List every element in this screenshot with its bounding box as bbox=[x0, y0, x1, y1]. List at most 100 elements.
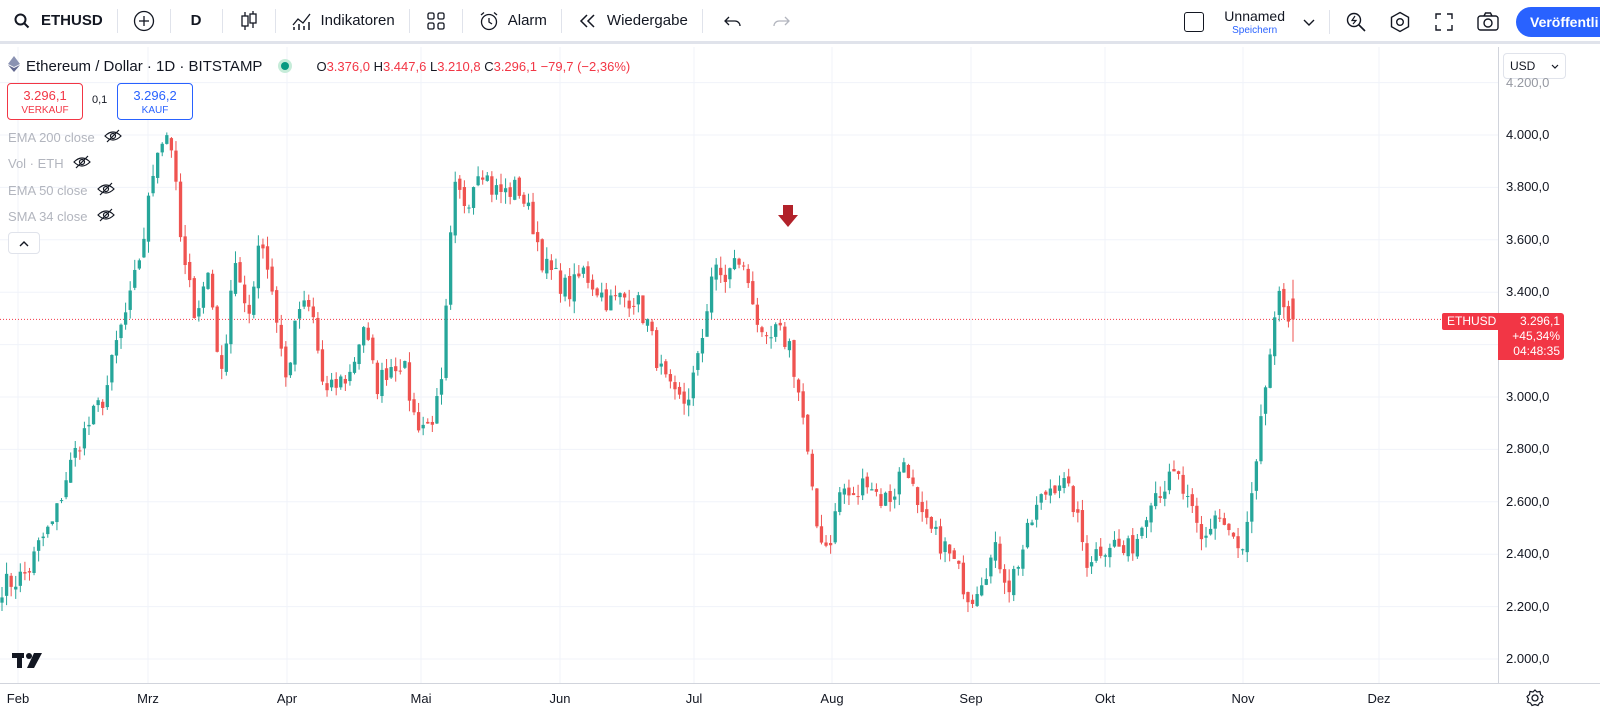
candle-body bbox=[439, 379, 444, 395]
candle-body bbox=[732, 258, 737, 270]
chart-canvas[interactable] bbox=[0, 47, 1498, 683]
candle-body bbox=[1126, 538, 1130, 557]
candle-body bbox=[902, 462, 906, 473]
legend-title[interactable]: Ethereum / Dollar · 1D · BITSTAMP bbox=[26, 57, 263, 75]
candle-body bbox=[36, 540, 41, 551]
candle-body bbox=[948, 544, 952, 554]
candle-body bbox=[577, 273, 581, 277]
last-price-change: +45,34% bbox=[1512, 329, 1560, 343]
candle-body bbox=[595, 288, 599, 296]
snapshot-button[interactable] bbox=[1466, 0, 1510, 44]
candle-body bbox=[870, 489, 874, 491]
candle-body bbox=[1273, 317, 1277, 357]
candle-body bbox=[444, 305, 448, 378]
undo-button[interactable] bbox=[707, 0, 759, 43]
price-axis[interactable] bbox=[1498, 47, 1600, 683]
candle-body bbox=[206, 272, 210, 289]
chart-type-button[interactable] bbox=[227, 0, 271, 43]
candle-body bbox=[1190, 494, 1194, 507]
collapse-legend-button[interactable] bbox=[8, 232, 40, 254]
candle-body bbox=[1108, 547, 1112, 558]
time-axis[interactable] bbox=[0, 683, 1600, 723]
candle-body bbox=[352, 361, 357, 373]
hexagon-settings-icon bbox=[1388, 10, 1412, 34]
search-bolt-icon bbox=[1344, 10, 1368, 34]
layout-menu[interactable]: Unnamed Speichern bbox=[1214, 0, 1325, 44]
divider bbox=[408, 8, 410, 33]
eye-hidden-icon[interactable] bbox=[96, 208, 116, 225]
candle-body bbox=[1140, 527, 1144, 536]
publish-wrap: Veröffentli bbox=[1510, 0, 1600, 44]
plus-circle-icon bbox=[132, 9, 156, 33]
indicator-ema-200[interactable]: EMA 200 close bbox=[8, 129, 123, 146]
legend-ohlc: O3.376,0 H3.447,6 L3.210,8 C3.296,1 −79,… bbox=[316, 59, 630, 74]
candle-body bbox=[957, 560, 961, 564]
indicators-button[interactable]: Indikatoren bbox=[280, 0, 405, 43]
candle-body bbox=[796, 379, 801, 393]
price-axis-label: 2.400,0 bbox=[1506, 546, 1550, 562]
candle-body bbox=[641, 295, 645, 324]
indicator-volume[interactable]: Vol · ETH bbox=[8, 155, 92, 172]
candle-body bbox=[911, 477, 915, 484]
candle-body bbox=[586, 266, 590, 283]
time-axis-label: Okt bbox=[1094, 691, 1116, 706]
candle-body bbox=[572, 274, 576, 302]
eye-hidden-icon[interactable] bbox=[96, 182, 116, 199]
fullscreen-button[interactable] bbox=[1422, 0, 1466, 44]
candle-body bbox=[1094, 549, 1098, 561]
candle-body bbox=[554, 267, 558, 269]
indicator-sma-34[interactable]: SMA 34 close bbox=[8, 208, 116, 225]
currency-selector[interactable]: USD bbox=[1503, 53, 1566, 79]
price-axis-label: 4.200,0 bbox=[1506, 74, 1550, 90]
layout-checkbox[interactable] bbox=[1174, 0, 1214, 44]
candle-body bbox=[622, 293, 627, 298]
tradingview-logo[interactable] bbox=[12, 650, 46, 675]
candle-body bbox=[426, 421, 430, 424]
candle-body bbox=[18, 571, 22, 586]
eye-hidden-icon[interactable] bbox=[103, 129, 123, 146]
indicator-ema-50[interactable]: EMA 50 close bbox=[8, 182, 116, 199]
candle-body bbox=[792, 340, 796, 377]
symbol-search[interactable]: ETHUSD bbox=[0, 0, 113, 43]
publish-button[interactable]: Veröffentli bbox=[1516, 7, 1600, 37]
spread-value: 0,1 bbox=[92, 94, 108, 106]
settings-button[interactable] bbox=[1378, 0, 1422, 44]
sell-label: VERKAUF bbox=[21, 105, 69, 116]
candle-body bbox=[279, 324, 283, 349]
candle-body bbox=[32, 551, 36, 573]
candle-body bbox=[14, 586, 18, 590]
candle-body bbox=[453, 181, 457, 236]
candle-body bbox=[394, 366, 398, 372]
candle-body bbox=[119, 324, 123, 339]
candle-body bbox=[242, 284, 247, 304]
candle-body bbox=[737, 258, 741, 265]
interval-button[interactable]: D bbox=[175, 0, 218, 43]
close-label: C bbox=[484, 58, 494, 74]
compare-button[interactable] bbox=[122, 0, 166, 43]
low-value: 3.210,8 bbox=[437, 58, 481, 74]
candle-body bbox=[4, 573, 9, 596]
eye-hidden-icon[interactable] bbox=[72, 155, 92, 172]
candle-body bbox=[664, 361, 668, 375]
redo-button[interactable] bbox=[759, 0, 803, 43]
chevron-down-icon bbox=[1551, 59, 1559, 73]
buy-button[interactable]: 3.296,2 KAUF bbox=[117, 83, 193, 120]
templates-button[interactable] bbox=[414, 0, 458, 43]
candle-body bbox=[169, 138, 174, 151]
alert-button[interactable]: Alarm bbox=[467, 0, 557, 43]
replay-button[interactable]: Wiedergabe bbox=[566, 0, 698, 43]
top-toolbar: ETHUSD D Indikatoren Alarm bbox=[0, 0, 1600, 44]
time-axis-label: Dez bbox=[1367, 691, 1391, 706]
candle-body bbox=[1154, 493, 1158, 507]
symbol-label: ETHUSD bbox=[41, 12, 103, 29]
axis-settings-button[interactable] bbox=[1525, 688, 1545, 713]
candle-body bbox=[339, 376, 343, 388]
candle-body bbox=[215, 306, 219, 352]
candle-body bbox=[23, 572, 27, 574]
candle-body bbox=[1021, 549, 1025, 569]
candle-body bbox=[343, 378, 347, 384]
candle-body bbox=[123, 312, 128, 325]
sell-button[interactable]: 3.296,1 VERKAUF bbox=[7, 83, 83, 120]
quick-search-button[interactable] bbox=[1334, 0, 1378, 44]
candle-body bbox=[1025, 522, 1030, 548]
